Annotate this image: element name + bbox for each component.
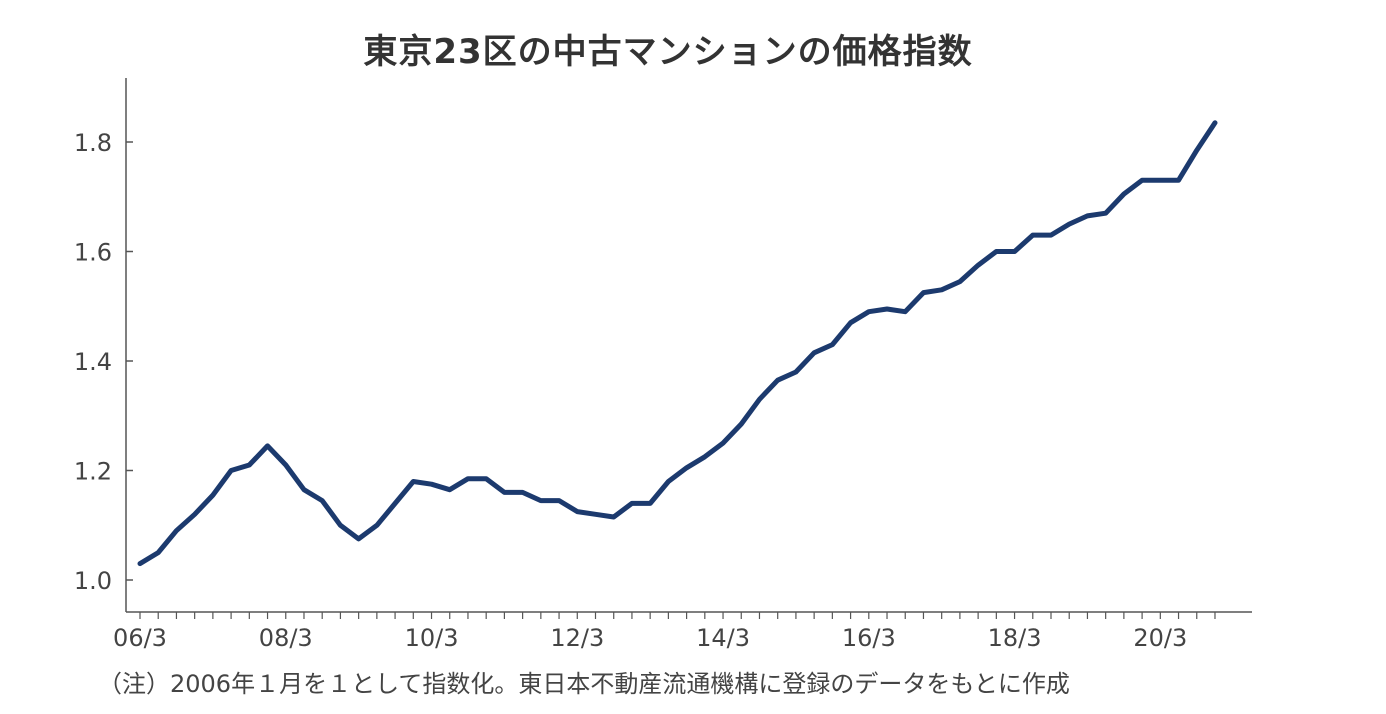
data-point	[830, 343, 834, 347]
data-point	[776, 378, 780, 382]
chart-title: 東京23区の中古マンションの価格指数	[363, 32, 973, 72]
x-tick-label: 16/3	[842, 624, 896, 652]
data-point	[393, 501, 397, 505]
data-point	[721, 441, 725, 445]
data-point	[448, 488, 452, 492]
y-tick-label: 1.2	[74, 458, 112, 486]
chart-footnote: （注）2006年１月を１として指数化。東日本不動産流通機構に登録のデータをもとに…	[98, 670, 1070, 698]
x-tick-label: 10/3	[405, 624, 459, 652]
series-line	[137, 120, 1218, 567]
data-point	[338, 523, 342, 527]
data-point	[812, 351, 816, 355]
data-point	[266, 444, 270, 448]
data-point	[156, 551, 160, 555]
data-point	[648, 501, 652, 505]
data-point	[739, 422, 743, 426]
x-tick-label: 12/3	[550, 624, 604, 652]
data-point	[612, 515, 616, 519]
data-point	[174, 529, 178, 533]
data-point	[1177, 178, 1181, 182]
y-tick-label: 1.4	[74, 348, 112, 376]
data-point	[994, 250, 998, 254]
data-point	[502, 490, 506, 494]
data-point	[1140, 178, 1144, 182]
data-point	[922, 291, 926, 295]
data-point	[411, 480, 415, 484]
data-point	[320, 499, 324, 503]
y-tick-label: 1.0	[74, 567, 112, 595]
x-tick-label: 14/3	[696, 624, 750, 652]
data-point	[211, 493, 215, 497]
data-point	[1158, 178, 1162, 182]
data-point	[903, 310, 907, 314]
data-point	[685, 466, 689, 470]
data-point	[1213, 121, 1217, 125]
data-point	[1049, 233, 1053, 237]
data-point	[703, 455, 707, 459]
data-point	[357, 537, 361, 541]
data-point	[1104, 211, 1108, 215]
data-point	[484, 477, 488, 481]
data-point	[247, 463, 251, 467]
data-point	[1122, 192, 1126, 196]
data-point	[375, 523, 379, 527]
data-point	[575, 510, 579, 514]
data-point	[430, 482, 434, 486]
x-tick-label: 18/3	[988, 624, 1042, 652]
data-point	[193, 512, 197, 516]
data-point	[284, 463, 288, 467]
data-point	[521, 490, 525, 494]
data-point	[1013, 250, 1017, 254]
data-point	[138, 562, 142, 566]
x-tick-label: 06/3	[113, 624, 167, 652]
data-point	[794, 370, 798, 374]
data-point	[1031, 233, 1035, 237]
x-tick-label: 20/3	[1133, 624, 1187, 652]
data-point	[958, 280, 962, 284]
data-point	[666, 480, 670, 484]
data-point	[557, 499, 561, 503]
data-point	[594, 512, 598, 516]
data-point	[539, 499, 543, 503]
data-point	[630, 501, 634, 505]
y-tick-label: 1.6	[74, 239, 112, 267]
y-tick-label: 1.8	[74, 129, 112, 157]
data-point	[976, 263, 980, 267]
data-point	[229, 469, 233, 473]
data-point	[867, 310, 871, 314]
data-point	[940, 288, 944, 292]
data-point	[466, 477, 470, 481]
data-point	[1067, 222, 1071, 226]
data-point	[885, 307, 889, 311]
data-point	[1085, 214, 1089, 218]
data-point	[758, 397, 762, 401]
data-point	[849, 321, 853, 325]
data-point	[302, 488, 306, 492]
data-point	[1195, 148, 1199, 152]
x-tick-label: 08/3	[259, 624, 313, 652]
